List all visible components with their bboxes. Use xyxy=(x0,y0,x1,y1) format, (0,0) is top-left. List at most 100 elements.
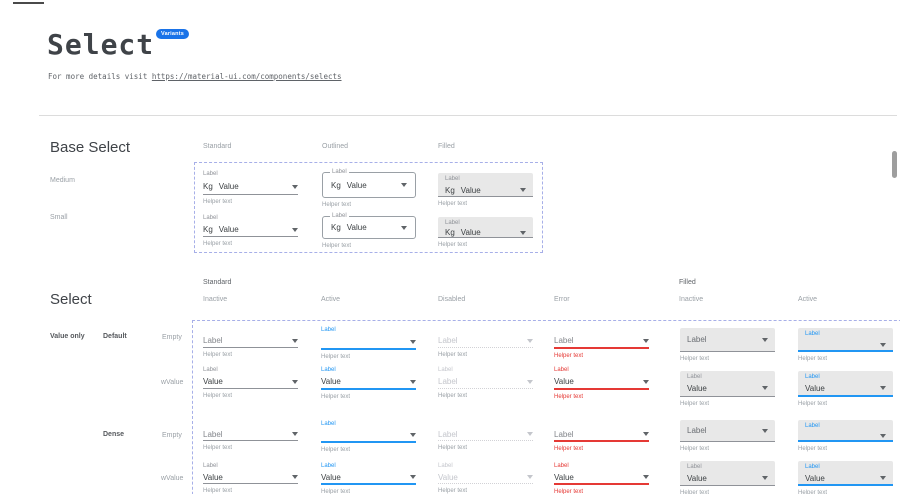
select-label: Label xyxy=(687,374,702,380)
dropdown-caret-icon xyxy=(762,476,768,480)
base-select-outlined-small[interactable]: Label Kg Value Helper text xyxy=(322,213,416,249)
dropdown-caret-icon xyxy=(880,386,886,390)
select-value: Value xyxy=(438,472,458,482)
select-label: Label xyxy=(805,464,820,470)
select-standard-active-dense-wvalue[interactable]: Label Value Helper text xyxy=(321,462,416,494)
base-select-standard-small[interactable]: Label Kg Value Helper text xyxy=(203,214,298,247)
select-label: Label xyxy=(321,367,336,373)
helper-text: Helper text xyxy=(321,447,351,453)
helper-text: Helper text xyxy=(203,352,233,358)
select-value: Value xyxy=(554,377,574,386)
select-value: Value xyxy=(687,473,707,483)
group-standard: Standard xyxy=(203,279,232,286)
select-standard-inactive-default-wvalue[interactable]: Label Value Helper text xyxy=(203,366,298,399)
filled-box: Label Kg Value xyxy=(438,173,533,197)
select-underline xyxy=(203,194,298,195)
select-filled-active-default-empty[interactable]: Label Helper text xyxy=(798,328,893,362)
select-standard-error-dense-wvalue[interactable]: Label Value Helper text xyxy=(554,462,649,494)
filled-box: Label Value xyxy=(680,371,775,397)
select-filled-inactive-dense-wvalue[interactable]: Label Value Helper text xyxy=(680,461,775,494)
subtitle: For more details visit https://material-… xyxy=(48,72,342,81)
select-underline xyxy=(203,483,298,484)
select-adornment: Kg xyxy=(331,223,341,232)
select-value: Value xyxy=(554,472,574,482)
select-standard-error-default-wvalue[interactable]: Label Value Helper text xyxy=(554,366,649,400)
helper-text: Helper text xyxy=(203,445,233,451)
base-select-filled-small[interactable]: Label Kg Value Helper text xyxy=(438,217,533,248)
select-standard-active-dense-empty[interactable]: Label Helper text xyxy=(321,420,416,453)
select-placeholder: Label xyxy=(687,426,707,435)
select-placeholder: Label xyxy=(438,336,458,345)
select-filled-inactive-default-wvalue[interactable]: Label Value Helper text xyxy=(680,371,775,407)
dropdown-caret-icon xyxy=(410,475,416,479)
select-adornment: Kg xyxy=(203,225,213,234)
dropdown-caret-icon xyxy=(762,386,768,390)
dropdown-caret-icon xyxy=(880,342,886,347)
row-dense-wvalue: wValue xyxy=(161,475,184,482)
select-underline xyxy=(438,347,533,348)
base-select-filled-medium[interactable]: Label Kg Value Helper text xyxy=(438,173,533,207)
select-placeholder: Label xyxy=(203,336,223,345)
helper-text: Helper text xyxy=(438,393,468,399)
filled-box: Label Value xyxy=(798,371,893,397)
filled-box: Label xyxy=(798,420,893,442)
select-placeholder: Label xyxy=(554,336,574,345)
select-adornment: Kg xyxy=(331,180,341,190)
dropdown-caret-icon xyxy=(410,339,416,344)
docs-link[interactable]: https://material-ui.com/components/selec… xyxy=(151,72,342,81)
dropdown-caret-icon xyxy=(292,227,298,232)
dropdown-caret-icon xyxy=(527,338,533,343)
helper-text: Helper text xyxy=(438,201,468,207)
dropdown-caret-icon xyxy=(643,432,649,436)
helper-text: Helper text xyxy=(798,401,828,407)
select-standard-error-default-empty[interactable]: Label Helper text xyxy=(554,334,649,359)
select-underline xyxy=(321,483,416,485)
select-standard-inactive-dense-empty[interactable]: Label Helper text xyxy=(203,428,298,451)
select-label: Label xyxy=(554,367,569,373)
page-title: Select xyxy=(47,28,155,61)
select-value: Value xyxy=(687,383,707,393)
helper-text: Helper text xyxy=(438,352,468,358)
helper-text: Helper text xyxy=(680,490,710,494)
helper-text: Helper text xyxy=(438,488,468,494)
scrollbar-thumb[interactable] xyxy=(892,151,897,178)
select-underline xyxy=(321,441,416,443)
select-standard-active-default-empty[interactable]: Label Helper text xyxy=(321,326,416,360)
helper-text: Helper text xyxy=(321,394,351,400)
select-filled-active-dense-empty[interactable]: Label Helper text xyxy=(798,420,893,452)
dropdown-caret-icon xyxy=(292,379,298,384)
base-select-outlined-medium[interactable]: Label Kg Value Helper text xyxy=(322,169,416,208)
dropdown-caret-icon xyxy=(643,379,649,384)
select-standard-inactive-default-empty[interactable]: Label Helper text xyxy=(203,334,298,358)
dropdown-caret-icon xyxy=(410,433,416,437)
dropdown-caret-icon xyxy=(401,225,407,230)
select-underline xyxy=(554,347,649,349)
dropdown-caret-icon xyxy=(401,183,407,187)
base-row-medium: Medium xyxy=(50,177,75,184)
helper-text: Helper text xyxy=(554,353,584,359)
dropdown-caret-icon xyxy=(643,475,649,479)
select-filled-active-default-wvalue[interactable]: Label Value Helper text xyxy=(798,371,893,407)
select-label: Label xyxy=(203,367,218,373)
select-label: Label xyxy=(438,463,453,469)
dropdown-caret-icon xyxy=(880,476,886,480)
select-standard-active-default-wvalue[interactable]: Label Value Helper text xyxy=(321,366,416,400)
select-filled-active-dense-wvalue[interactable]: Label Value Helper text xyxy=(798,461,893,494)
base-select-standard-medium[interactable]: Label Kg Value Helper text xyxy=(203,170,298,205)
state-standard-disabled: Disabled xyxy=(438,296,466,303)
select-underline xyxy=(321,348,416,350)
select-standard-inactive-dense-wvalue[interactable]: Label Value Helper text xyxy=(203,462,298,494)
select-filled-inactive-dense-empty[interactable]: Label Helper text xyxy=(680,420,775,452)
select-label: Label xyxy=(203,215,218,221)
filled-box: Label xyxy=(798,328,893,352)
select-standard-error-dense-empty[interactable]: Label Helper text xyxy=(554,428,649,452)
select-label: Label xyxy=(805,331,820,337)
select-underline xyxy=(554,388,649,390)
select-underline xyxy=(321,388,416,390)
helper-text: Helper text xyxy=(680,356,710,362)
select-label: Label xyxy=(687,464,702,470)
select-standard-disabled-default-empty: Label Helper text xyxy=(438,334,533,358)
select-filled-inactive-default-empty[interactable]: Label Helper text xyxy=(680,328,775,362)
helper-text: Helper text xyxy=(680,401,710,407)
select-label: Label xyxy=(330,213,349,220)
